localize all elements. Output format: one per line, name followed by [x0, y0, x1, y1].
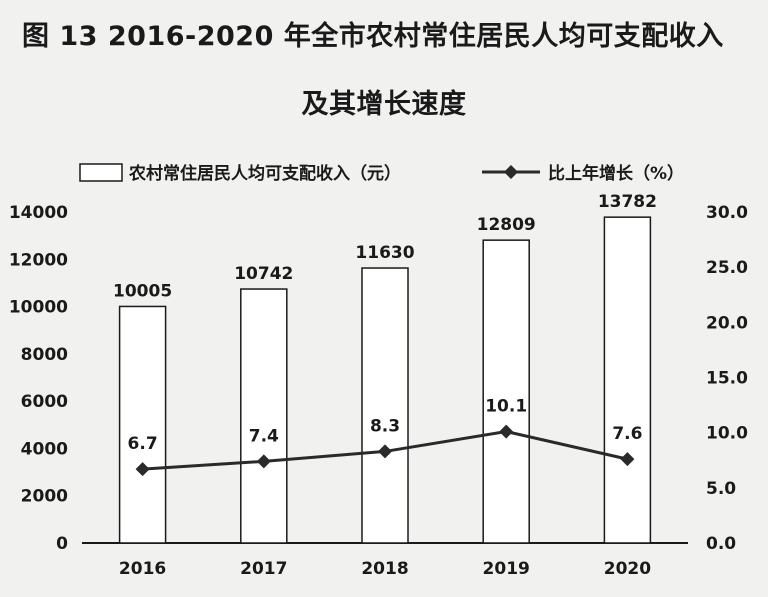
growth-value-label: 7.4: [249, 426, 279, 446]
y-right-tick-label: 0.0: [706, 534, 736, 554]
y-right-tick-label: 30.0: [706, 203, 748, 223]
bar-value-label: 11630: [355, 243, 414, 263]
x-tick-label: 2020: [604, 559, 651, 579]
chart-title-line-1: 图 13 2016-2020 年全市农村常住居民人均可支配收入: [22, 21, 724, 52]
y-left-tick-label: 12000: [9, 250, 68, 270]
growth-point: [620, 452, 635, 467]
bar-value-label: 13782: [598, 192, 657, 212]
y-left-tick-label: 4000: [21, 439, 68, 459]
growth-value-label: 6.7: [128, 434, 158, 454]
growth-point: [256, 454, 271, 469]
bar-value-label: 10742: [234, 264, 293, 284]
bar: [118, 305, 167, 544]
bar: [603, 216, 652, 544]
legend-bar-label: 农村常住居民人均可支配收入（元）: [128, 163, 401, 184]
growth-value-label: 7.6: [612, 424, 642, 444]
growth-point: [135, 462, 150, 477]
y-right-tick-label: 10.0: [706, 424, 748, 444]
x-tick-label: 2018: [361, 559, 408, 579]
y-right-tick-label: 15.0: [706, 369, 748, 389]
bar: [361, 267, 409, 544]
y-left-tick-label: 0: [56, 534, 68, 554]
x-tick-label: 2017: [240, 559, 287, 579]
growth-value-label: 8.3: [370, 416, 400, 436]
bar: [482, 239, 530, 544]
y-right-tick-label: 5.0: [706, 479, 736, 499]
y-right-tick-label: 25.0: [706, 258, 748, 278]
x-tick-label: 2019: [483, 559, 530, 579]
y-left-tick-label: 10000: [9, 298, 68, 318]
y-left-tick-label: 14000: [9, 203, 68, 223]
growth-point: [378, 444, 392, 459]
bar: [240, 288, 288, 544]
x-tick-label: 2016: [119, 559, 166, 579]
y-left-tick-label: 2000: [21, 487, 68, 507]
growth-point: [499, 424, 514, 439]
y-left-tick-label: 8000: [21, 345, 68, 365]
legend-line-marker: [504, 165, 518, 179]
bar-value-label: 12809: [477, 215, 536, 235]
legend-bar-swatch: [79, 163, 123, 182]
chart-title-line-2: 及其增长速度: [301, 89, 467, 120]
bar-value-label: 10005: [113, 281, 172, 301]
legend-line-label: 比上年增长（%）: [548, 163, 684, 184]
y-left-tick-label: 6000: [21, 392, 68, 412]
growth-value-label: 10.1: [485, 397, 527, 417]
y-right-tick-label: 20.0: [706, 313, 748, 333]
